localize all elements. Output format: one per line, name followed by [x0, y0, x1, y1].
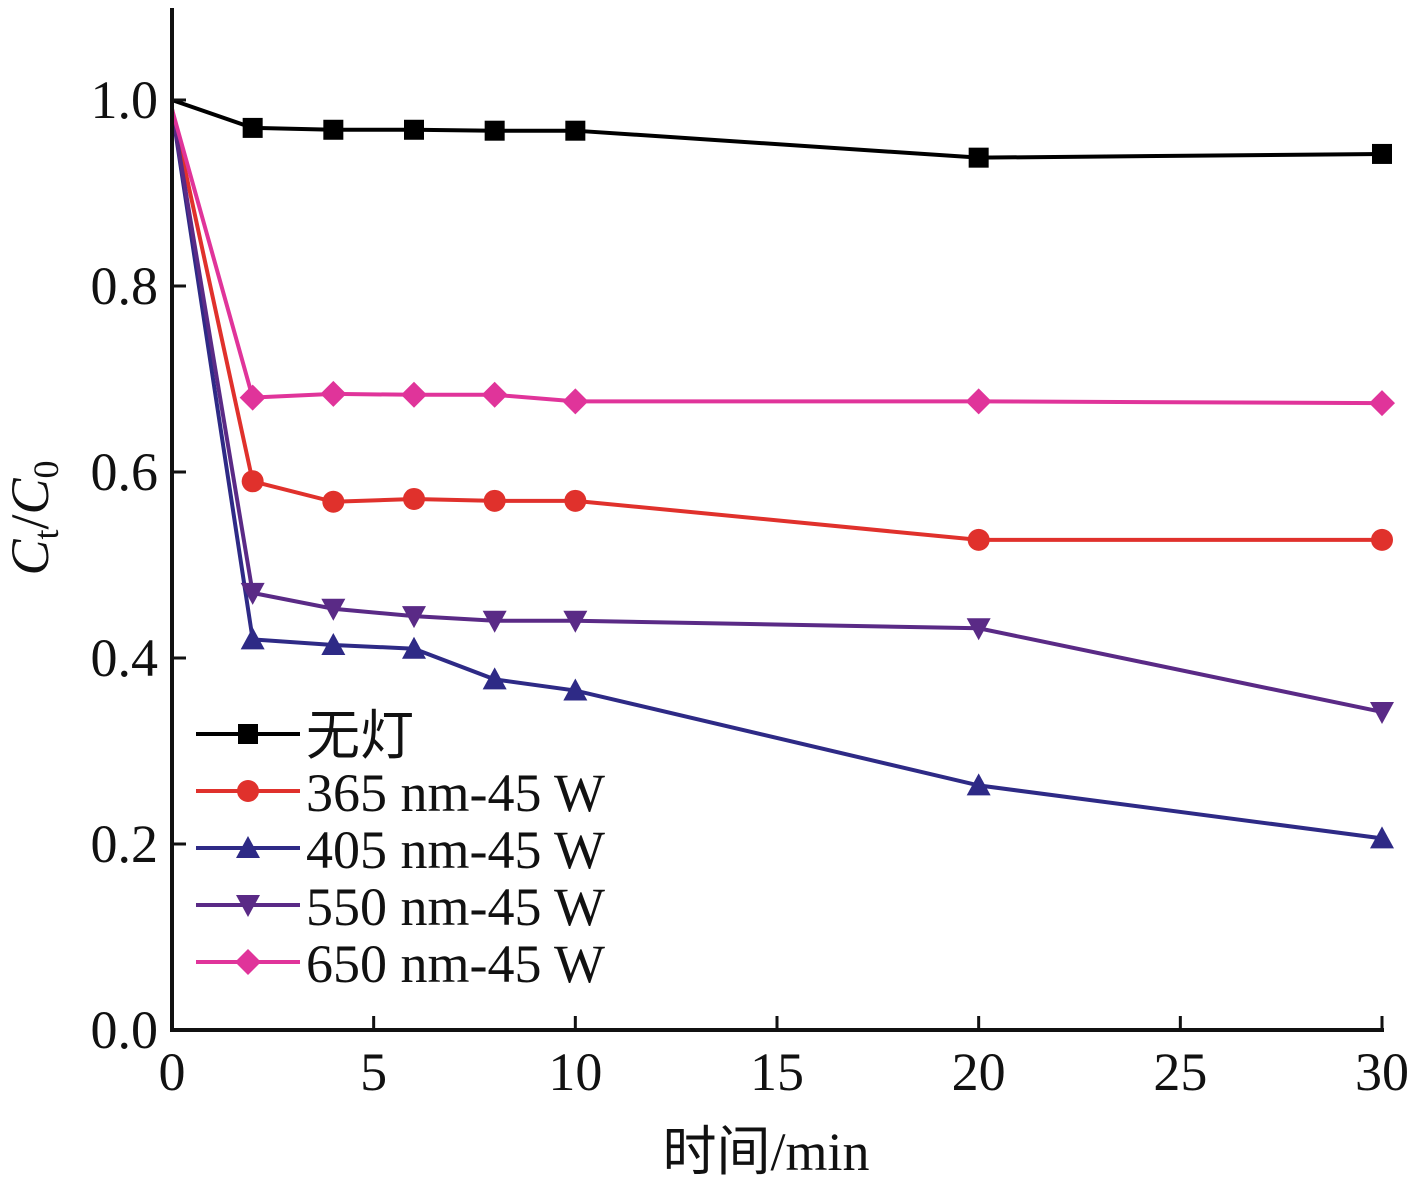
data-point — [402, 636, 426, 659]
x-tick-label: 5 — [360, 1042, 387, 1102]
legend-item: 650 nm-45 W — [196, 934, 605, 994]
y-axis-title-slash: / — [0, 514, 60, 529]
series-line — [170, 108, 1382, 542]
data-point — [1370, 701, 1394, 724]
data-point — [403, 487, 425, 510]
data-point — [965, 388, 992, 415]
legend-marker — [236, 836, 260, 858]
x-tick-label: 10 — [548, 1042, 602, 1102]
data-point — [565, 120, 586, 141]
data-point — [482, 667, 507, 690]
legend-item: 365 nm-45 W — [196, 763, 605, 823]
data-point — [563, 610, 588, 633]
data-point — [323, 119, 344, 140]
data-point — [562, 388, 589, 415]
series-triangle-up — [170, 108, 1394, 849]
legend-label: 365 nm-45 W — [306, 763, 605, 823]
data-point — [564, 489, 587, 512]
y-tick-label: 0.6 — [91, 442, 159, 502]
data-point — [321, 598, 346, 621]
x-tick-label: 20 — [952, 1042, 1006, 1102]
legend-marker — [237, 780, 259, 802]
data-point — [320, 380, 347, 407]
y-tick-label: 0.4 — [91, 628, 159, 688]
legend-label: 405 nm-45 W — [306, 820, 605, 880]
legend-label: 550 nm-45 W — [306, 877, 605, 937]
data-point — [481, 381, 508, 408]
series-line — [171, 98, 1383, 160]
legend-label: 无灯 — [306, 706, 414, 766]
x-tick-label: 25 — [1153, 1042, 1207, 1102]
data-point — [241, 470, 264, 493]
data-point — [404, 119, 424, 140]
data-point — [240, 627, 265, 650]
data-point — [563, 678, 588, 701]
data-point — [484, 120, 505, 141]
y-axis-title: Ct/C0 — [0, 460, 66, 575]
data-point — [401, 381, 427, 408]
x-tick-label: 15 — [750, 1042, 804, 1102]
data-point — [240, 582, 265, 605]
data-point — [1370, 826, 1394, 849]
legend-item: 无灯 — [196, 706, 414, 766]
x-tick-label: 30 — [1355, 1042, 1409, 1102]
y-tick-label: 0.8 — [91, 256, 159, 316]
data-point — [239, 384, 266, 411]
y-tick-label: 1.0 — [91, 70, 159, 130]
data-point — [1372, 143, 1392, 164]
data-point — [967, 528, 990, 551]
legend-marker — [235, 949, 261, 975]
data-point — [1371, 528, 1393, 551]
y-axis-title-c1: C — [0, 539, 60, 576]
y-tick-label: 0.2 — [91, 814, 159, 874]
data-point — [402, 606, 426, 629]
legend-item: 405 nm-45 W — [196, 820, 605, 880]
legend-marker — [238, 724, 258, 744]
data-point — [483, 489, 506, 512]
data-point — [482, 610, 507, 633]
series-line — [170, 108, 1383, 714]
series-line — [170, 108, 1383, 406]
series-layer — [170, 98, 1395, 849]
series-line — [170, 108, 1383, 841]
data-point — [321, 632, 346, 655]
x-tick-label: 0 — [159, 1042, 186, 1102]
y-axis-title-sub2: 0 — [26, 460, 66, 478]
data-point — [966, 773, 991, 796]
data-point — [242, 117, 263, 138]
series-square — [171, 98, 1392, 168]
series-diamond — [170, 108, 1395, 417]
legend-label: 650 nm-45 W — [306, 934, 605, 994]
ticks-layer: 0 5 10 15 20 25 30 0.0 0.2 0.4 0.6 0.8 1.0 — [91, 70, 1410, 1102]
series-circle — [170, 108, 1393, 551]
data-point — [968, 147, 989, 168]
data-point — [322, 490, 345, 513]
x-axis-title: 时间/min — [662, 1122, 869, 1181]
data-point — [1369, 390, 1395, 417]
series-triangle-down — [170, 108, 1394, 724]
y-tick-label: 0.0 — [91, 1000, 159, 1060]
legend-marker — [236, 895, 260, 917]
y-axis-title-sub1: t — [26, 530, 66, 540]
data-point — [966, 618, 991, 641]
legend-item: 550 nm-45 W — [196, 877, 605, 937]
y-axis-title-c2: C — [0, 477, 60, 514]
